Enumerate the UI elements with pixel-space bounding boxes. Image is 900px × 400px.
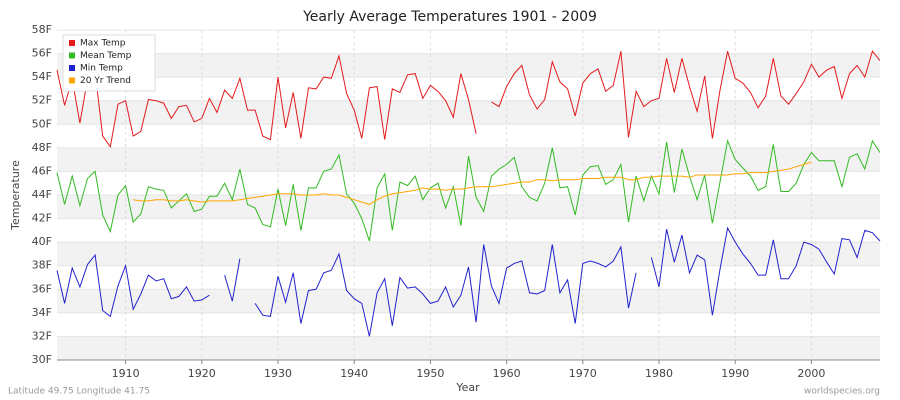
y-tick-label: 44F bbox=[32, 188, 52, 201]
footer-right: worldspecies.org bbox=[804, 387, 880, 397]
x-axis-label: Year bbox=[455, 381, 480, 394]
grid-band bbox=[57, 242, 880, 266]
footer-left: Latitude 49.75 Longitude 41.75 bbox=[8, 387, 150, 397]
y-tick-label: 54F bbox=[32, 70, 52, 83]
chart-title: Yearly Average Temperatures 1901 - 2009 bbox=[302, 9, 597, 25]
legend-label: Min Temp bbox=[80, 64, 123, 74]
y-tick-label: 34F bbox=[32, 306, 52, 319]
y-axis-label: Temperature bbox=[9, 160, 22, 231]
legend-label: 20 Yr Trend bbox=[80, 76, 131, 86]
y-tick-label: 40F bbox=[32, 235, 52, 248]
x-tick-label: 1980 bbox=[645, 367, 673, 380]
y-tick-label: 50F bbox=[32, 117, 52, 130]
legend-label: Mean Temp bbox=[80, 51, 132, 61]
grid-band bbox=[57, 53, 880, 78]
series-line bbox=[56, 50, 881, 148]
grid-band bbox=[57, 289, 880, 313]
y-tick-label: 30F bbox=[32, 353, 52, 366]
y-tick-label: 38F bbox=[32, 259, 52, 272]
y-tick-label: 56F bbox=[32, 47, 52, 60]
y-tick-label: 46F bbox=[32, 164, 52, 177]
x-tick-label: 1930 bbox=[264, 367, 292, 380]
x-tick-label: 1950 bbox=[416, 367, 444, 380]
y-tick-label: 52F bbox=[32, 94, 52, 107]
legend-swatch bbox=[69, 52, 75, 59]
y-tick-label: 42F bbox=[32, 212, 52, 225]
y-tick-label: 58F bbox=[32, 23, 52, 36]
legend-swatch bbox=[69, 40, 75, 46]
x-tick-label: 1990 bbox=[721, 367, 749, 380]
y-tick-label: 48F bbox=[32, 141, 52, 154]
grid-band bbox=[57, 100, 880, 125]
series-line bbox=[133, 161, 812, 205]
legend-label: Max Temp bbox=[80, 39, 126, 49]
x-tick-label: 1970 bbox=[569, 367, 597, 380]
legend-swatch bbox=[69, 77, 75, 84]
series-line bbox=[56, 226, 881, 337]
x-tick-label: 2000 bbox=[797, 367, 825, 380]
x-tick-label: 1910 bbox=[112, 367, 140, 380]
grid-band bbox=[57, 336, 880, 360]
grid-band bbox=[57, 195, 880, 219]
y-tick-label: 32F bbox=[32, 329, 52, 342]
y-tick-label: 36F bbox=[32, 282, 52, 295]
x-tick-label: 1960 bbox=[493, 367, 521, 380]
legend-box bbox=[62, 34, 156, 92]
series-line bbox=[56, 139, 881, 242]
x-tick-label: 1940 bbox=[340, 367, 368, 380]
legend-swatch bbox=[69, 65, 75, 71]
x-tick-label: 1920 bbox=[188, 367, 216, 380]
